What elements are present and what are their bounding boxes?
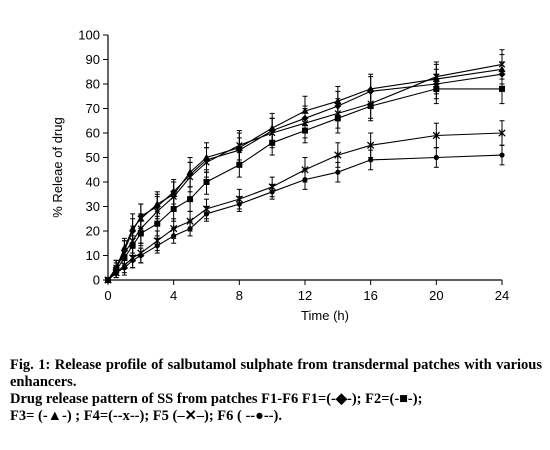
figure-label: Fig. 1: <box>10 357 51 373</box>
square-marker <box>203 179 210 185</box>
y-tick-label: 90 <box>86 52 100 67</box>
x-tick-label: 8 <box>236 288 243 303</box>
caption-legend-line-1: Drug release pattern of SS from patches … <box>10 391 423 407</box>
circle-marker <box>121 265 128 271</box>
y-tick-label: 60 <box>86 126 100 141</box>
x-marker <box>433 73 440 80</box>
x-marker <box>334 110 342 117</box>
square-marker <box>499 85 505 92</box>
figure-caption: Fig. 1: Release profile of salbutamol su… <box>10 357 542 425</box>
series-line <box>107 63 503 281</box>
circle-marker <box>433 154 439 161</box>
x-tick-label: 4 <box>170 288 177 303</box>
circle-marker <box>154 243 160 249</box>
cross-marker <box>334 151 342 159</box>
x-tick-label: 0 <box>104 288 111 303</box>
y-tick-label: 40 <box>86 175 100 190</box>
series-line <box>107 132 503 281</box>
x-marker <box>121 249 128 257</box>
circle-marker <box>499 152 505 158</box>
circle-marker <box>302 176 308 183</box>
y-axis-title: % Releae of drug <box>50 117 65 217</box>
x-tick-label: 20 <box>429 288 443 303</box>
chart-svg: 0 10 20 30 40 50 60 70 80 90 100 0 4 8 12 16 20 24 Time (… <box>50 28 509 324</box>
x-axis-title: Time (h) <box>301 308 349 323</box>
circle-marker <box>187 225 193 232</box>
series-layer <box>104 49 506 284</box>
circle-marker <box>113 270 119 276</box>
circle-marker <box>269 189 275 195</box>
series-line <box>107 68 503 281</box>
x-marker <box>301 119 309 127</box>
x-marker <box>186 173 194 181</box>
axes: 0 10 20 30 40 50 60 70 80 90 100 0 4 8 12 16 20 24 <box>78 28 509 304</box>
y-tick-label: 100 <box>78 28 100 43</box>
square-marker <box>187 196 194 203</box>
circle-marker <box>130 257 136 263</box>
y-tick-label: 70 <box>86 101 100 116</box>
series-5 <box>104 120 506 284</box>
y-tick-label: 80 <box>86 77 100 92</box>
circle-marker <box>105 277 111 283</box>
cross-marker <box>498 129 506 137</box>
series-line <box>107 154 503 281</box>
release-profile-chart: 0 10 20 30 40 50 60 70 80 90 100 0 4 8 12 16 20 24 Time (… <box>50 28 509 324</box>
circle-marker <box>335 169 341 175</box>
circle-marker <box>368 157 374 163</box>
x-tick-label: 12 <box>298 288 312 303</box>
x-marker <box>129 237 136 245</box>
y-tick-label: 20 <box>86 224 100 239</box>
cross-marker <box>367 141 375 149</box>
series-line <box>107 73 503 281</box>
cross-marker <box>432 131 440 140</box>
x-tick-label: 16 <box>363 288 377 303</box>
x-marker <box>153 208 161 215</box>
x-tick-label: 24 <box>495 288 509 303</box>
circle-marker <box>138 252 144 259</box>
x-marker <box>268 129 276 137</box>
y-tick-label: 50 <box>86 150 100 165</box>
square-marker <box>236 161 243 168</box>
circle-marker <box>203 211 210 217</box>
x-marker <box>236 141 243 149</box>
circle-marker <box>236 201 242 207</box>
y-tick-label: 10 <box>86 248 100 263</box>
series-6 <box>105 144 505 283</box>
series-line <box>107 88 502 281</box>
caption-legend-line-2: F3= (-▲-) ; F4=(--x--); F5 (–✕–); F6 ( -… <box>10 408 282 424</box>
x-marker <box>137 225 145 232</box>
triangle-marker <box>367 85 375 92</box>
circle-marker <box>171 233 177 239</box>
x-marker <box>498 61 506 68</box>
figure-title: Release profile of salbutamol sulphate f… <box>10 357 542 390</box>
x-marker <box>170 193 177 200</box>
y-tick-label: 0 <box>93 273 100 288</box>
x-marker <box>203 159 210 166</box>
y-tick-label: 30 <box>86 199 100 214</box>
x-marker <box>367 100 374 107</box>
